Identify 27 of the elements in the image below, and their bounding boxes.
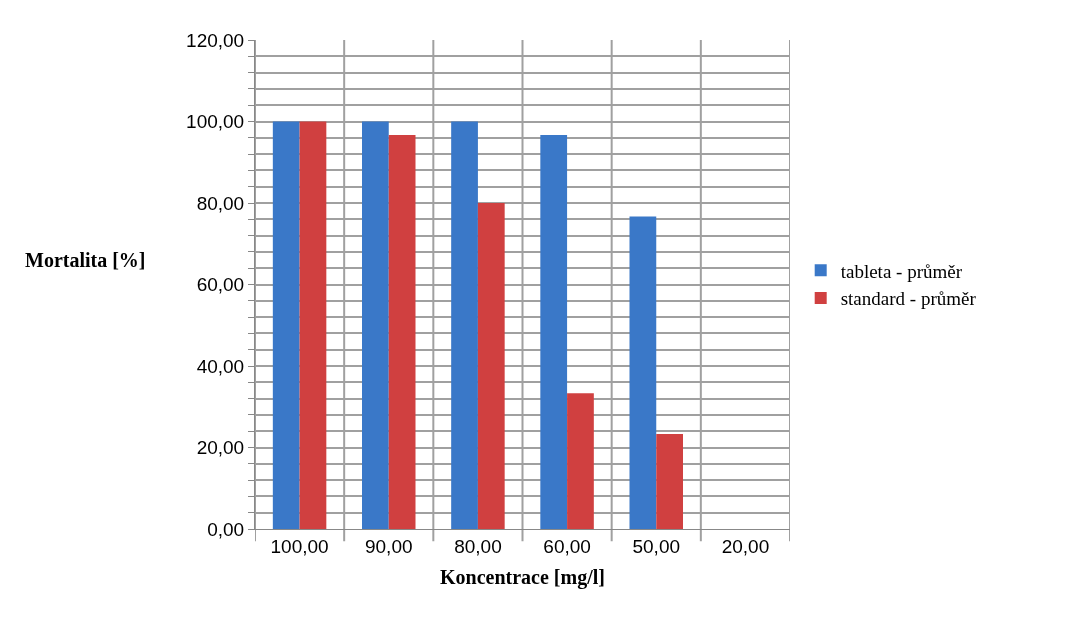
y-tick-label: 40,00 [196, 355, 245, 377]
bar [477, 203, 505, 529]
x-tick-label: 60,00 [543, 535, 591, 557]
y-tick-label: 80,00 [196, 192, 245, 214]
bar [388, 134, 416, 529]
x-tick-label: 20,00 [721, 535, 770, 557]
bar [272, 121, 300, 529]
bar [540, 134, 568, 529]
y-tick-label: 0,00 [207, 518, 245, 540]
y-tick-label: 60,00 [196, 274, 245, 296]
y-axis-title: Mortalita [%] [25, 249, 146, 271]
x-tick-label: 100,00 [270, 535, 329, 557]
y-tick-label: 120,00 [186, 29, 245, 51]
legend-label: standard - průměr [840, 288, 977, 310]
x-tick-label: 80,00 [454, 535, 502, 557]
bar [451, 121, 478, 529]
bar [629, 216, 657, 529]
bar [656, 434, 683, 529]
y-tick-label: 100,00 [186, 111, 245, 133]
y-tick-label: 20,00 [196, 437, 245, 459]
x-tick-label: 50,00 [632, 535, 681, 557]
x-axis-title: Koncentrace [mg/l] [440, 566, 605, 590]
legend-label: tableta - průměr [840, 260, 963, 282]
x-tick-label: 90,00 [364, 535, 413, 557]
bar [362, 121, 389, 529]
bar [299, 121, 327, 529]
bar [567, 393, 594, 529]
